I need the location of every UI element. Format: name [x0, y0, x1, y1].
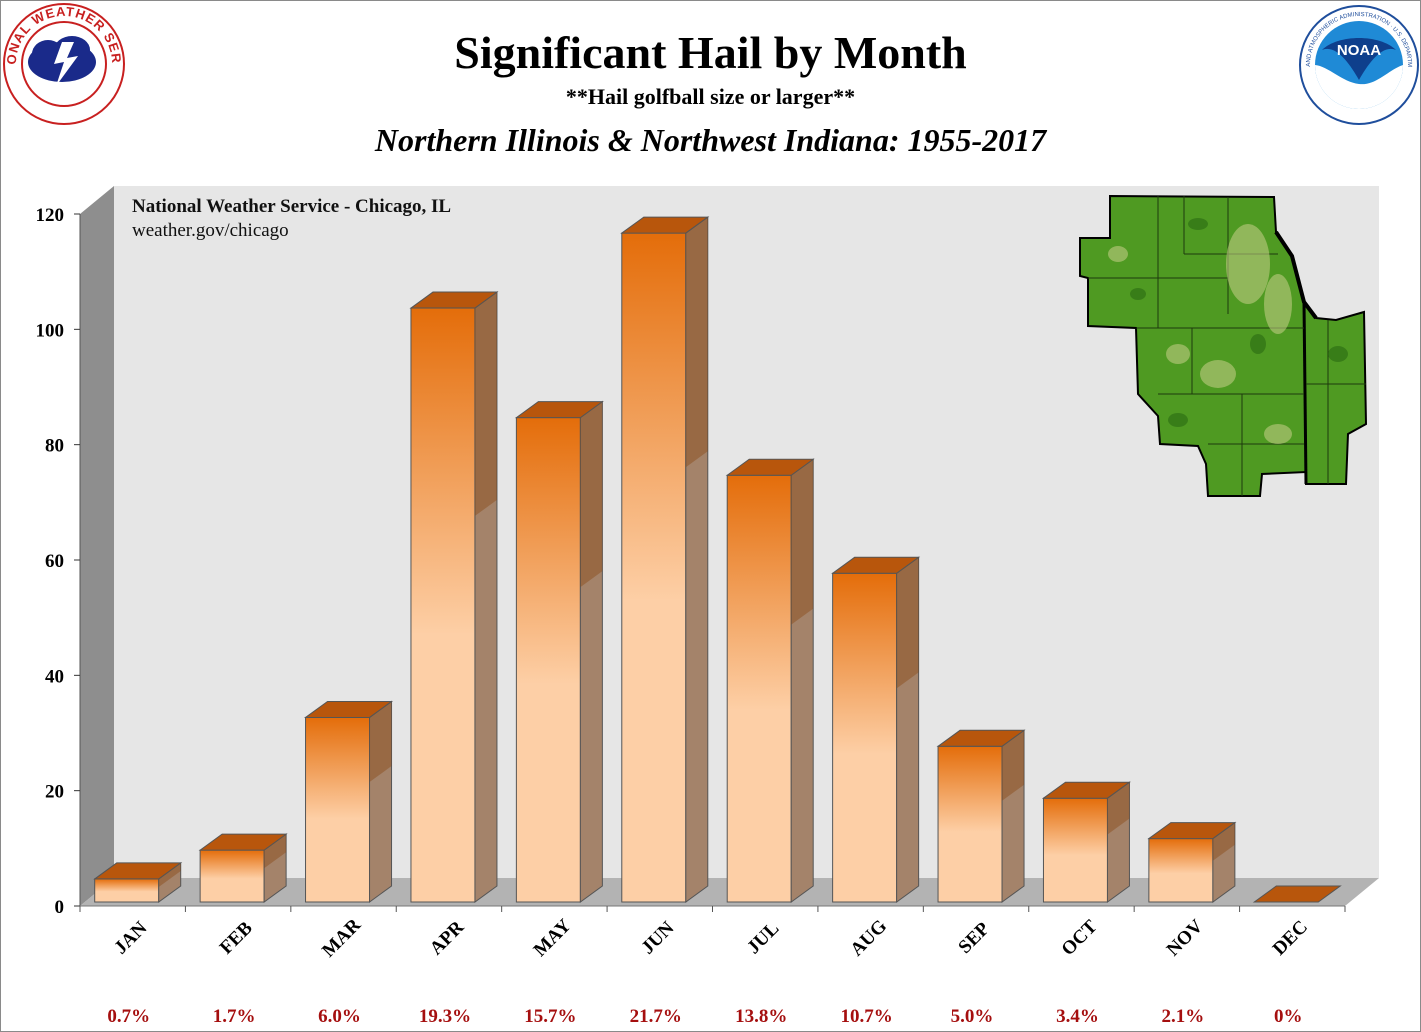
bar-top	[514, 401, 604, 419]
chart-subtitle: **Hail golfball size or larger**	[565, 84, 856, 109]
bar-dec	[1252, 885, 1342, 903]
bar-top	[831, 556, 921, 574]
bar-top	[936, 729, 1026, 747]
x-tick-label: APR	[426, 917, 469, 960]
bar-top	[725, 458, 815, 476]
bar-side-shade	[580, 401, 603, 588]
y-tick-label: 60	[45, 551, 64, 572]
bar-front	[305, 716, 371, 903]
noaa-logo: NOAA NATIONAL OCEANIC AND ATMOSPHERIC AD…	[1298, 4, 1419, 125]
bar-front	[515, 417, 581, 903]
x-tick-label: MAR	[318, 914, 365, 961]
bar-side-shade	[158, 862, 181, 888]
nws-logo: NATIONAL WEATHER SERVICE	[2, 2, 125, 125]
bar-sep	[936, 729, 1026, 903]
bar-top	[1041, 781, 1131, 799]
bar-jul	[725, 458, 815, 903]
bar-front	[410, 307, 476, 903]
credit-website: weather.gov/chicago	[132, 220, 289, 241]
percent-label: 0.7%	[107, 1006, 150, 1027]
percent-label: 21.7%	[630, 1006, 682, 1027]
bar-side-shade	[264, 834, 287, 869]
bar-oct	[1041, 781, 1131, 903]
x-tick-label: NOV	[1163, 916, 1208, 961]
x-tick-label: AUG	[846, 916, 891, 961]
bar-side-shade	[896, 557, 919, 689]
credit-office: National Weather Service - Chicago, IL	[132, 196, 452, 217]
bar-top	[198, 833, 288, 851]
bar-side-shade	[685, 217, 708, 468]
x-tick-label: JUL	[743, 918, 783, 958]
bar-jan	[93, 861, 183, 903]
percent-label: 1.7%	[213, 1006, 256, 1027]
y-tick-label: 100	[36, 320, 65, 341]
percent-label: 2.1%	[1162, 1006, 1205, 1027]
bar-may	[514, 400, 604, 903]
bar-top	[1147, 822, 1237, 840]
y-tick-label: 120	[36, 205, 65, 226]
x-tick-label: FEB	[216, 917, 257, 958]
region-map-icon	[1079, 194, 1368, 497]
x-tick-label: OCT	[1058, 916, 1102, 960]
bar-top	[304, 700, 394, 718]
x-tick-label: MAY	[530, 915, 576, 961]
bar-front	[199, 849, 265, 903]
percent-label: 19.3%	[419, 1006, 471, 1027]
bar-front	[832, 572, 898, 903]
y-tick-label: 80	[45, 436, 64, 457]
bar-aug	[831, 556, 921, 903]
x-tick-label: SEP	[954, 918, 994, 958]
bar-mar	[304, 700, 394, 903]
bar-side-shade	[369, 701, 392, 783]
bar-side-shade	[1107, 782, 1130, 835]
y-tick-label: 20	[45, 782, 64, 803]
bar-feb	[198, 833, 288, 903]
bar-front	[1148, 838, 1214, 903]
bar-side-shade	[791, 459, 814, 625]
bar-top	[409, 291, 499, 309]
x-tick-label: JAN	[110, 917, 151, 958]
percent-label: 10.7%	[841, 1006, 893, 1027]
region-title: Northern Illinois & Northwest Indiana: 1…	[374, 122, 1047, 158]
y-tick-label: 40	[45, 666, 64, 687]
side-wall	[80, 186, 114, 906]
bar-top	[93, 862, 183, 880]
bar-front	[94, 878, 160, 903]
percent-label: 6.0%	[318, 1006, 361, 1027]
bar-jun	[620, 216, 710, 903]
x-tick-label: DEC	[1269, 916, 1312, 959]
percent-label: 3.4%	[1056, 1006, 1099, 1027]
percent-label: 5.0%	[951, 1006, 994, 1027]
bar-front	[1042, 797, 1108, 903]
bar-nov	[1147, 821, 1237, 903]
bar-front	[937, 745, 1003, 903]
bar-side-shade	[1212, 822, 1235, 861]
bar-side-shade	[474, 292, 497, 516]
percent-label: 15.7%	[524, 1006, 576, 1027]
svg-text:NOAA: NOAA	[1337, 42, 1381, 59]
x-tick-label: JUN	[637, 917, 678, 958]
percent-label: 0%	[1274, 1006, 1303, 1027]
bar-front	[621, 232, 687, 903]
bar-top	[1252, 885, 1342, 903]
chart-title: Significant Hail by Month	[454, 27, 967, 78]
y-tick-label: 0	[55, 897, 65, 918]
bar-apr	[409, 291, 499, 903]
bar-top	[620, 216, 710, 234]
percent-label: 13.8%	[735, 1006, 787, 1027]
bar-side-shade	[1002, 730, 1025, 801]
bar-front	[726, 474, 792, 903]
